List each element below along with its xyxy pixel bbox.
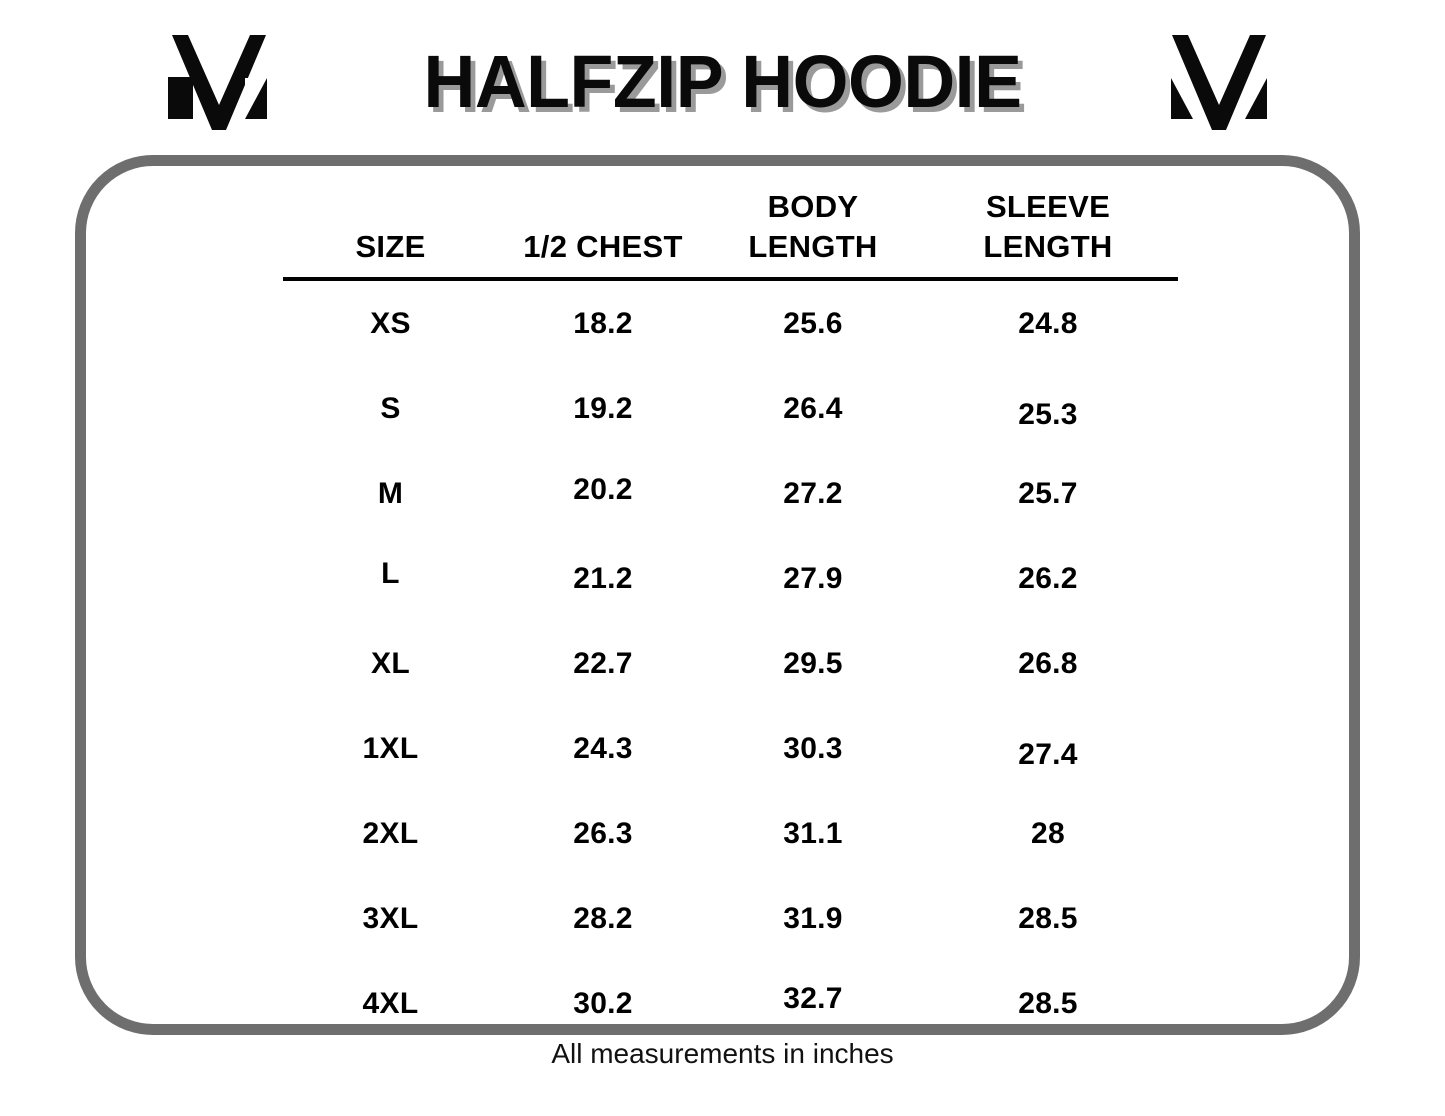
brand-m-logo-left xyxy=(166,33,272,133)
cell-size: 2XL xyxy=(362,816,419,850)
cell-size: 3XL xyxy=(362,901,419,935)
brand-m-logo-right xyxy=(1166,33,1272,133)
cell-size: M xyxy=(377,476,404,510)
size-chart-table: SIZE 1/2 CHEST BODY LENGTH SLEEVE LENGTH… xyxy=(283,185,1178,1046)
table-row: XL 22.7 29.5 26.8 xyxy=(283,621,1178,706)
cell-size: XS xyxy=(370,306,411,340)
table-row: 1XL 24.3 30.3 27.4 xyxy=(283,706,1178,791)
cell-chest: 21.2 xyxy=(573,561,633,595)
cell-chest: 22.7 xyxy=(573,646,633,680)
cell-chest: 20.2 xyxy=(573,472,633,506)
page-title: HALFZIP HOODIE xyxy=(423,40,1022,123)
cell-chest: 18.2 xyxy=(573,306,633,340)
cell-chest: 26.3 xyxy=(573,816,633,850)
cell-body-length: 27.2 xyxy=(783,476,843,510)
cell-sleeve-length: 26.8 xyxy=(1018,646,1078,680)
cell-body-length: 27.9 xyxy=(783,561,843,595)
cell-size: L xyxy=(381,556,400,590)
table-row: 3XL 28.2 31.9 28.5 xyxy=(283,876,1178,961)
cell-body-length: 29.5 xyxy=(783,646,843,680)
table-row: 2XL 26.3 31.1 28 xyxy=(283,791,1178,876)
size-chart-table-wrapper: SIZE 1/2 CHEST BODY LENGTH SLEEVE LENGTH… xyxy=(283,185,1178,1046)
cell-size: XL xyxy=(371,646,410,680)
column-header-chest: 1/2 CHEST xyxy=(498,185,708,281)
cell-sleeve-length: 28.5 xyxy=(1018,986,1078,1020)
cell-size: 4XL xyxy=(362,986,419,1020)
column-header-size: SIZE xyxy=(283,185,498,281)
table-row: S 19.2 26.4 25.3 xyxy=(283,366,1178,451)
cell-body-length: 26.4 xyxy=(783,391,843,425)
cell-chest: 30.2 xyxy=(573,986,633,1020)
cell-body-length: 32.7 xyxy=(783,981,843,1015)
cell-sleeve-length: 27.4 xyxy=(1018,737,1078,771)
chart-card-border xyxy=(75,155,1360,1035)
table-row: L 21.2 27.9 26.2 xyxy=(283,536,1178,621)
cell-size: S xyxy=(380,391,401,425)
cell-chest: 24.3 xyxy=(573,731,633,765)
table-row: M 20.2 27.2 25.7 xyxy=(283,451,1178,536)
page-header: HALFZIP HOODIE xyxy=(0,0,1445,150)
cell-body-length: 25.6 xyxy=(783,306,843,340)
cell-chest: 19.2 xyxy=(573,391,633,425)
cell-body-length: 30.3 xyxy=(783,731,843,765)
cell-chest: 28.2 xyxy=(573,901,633,935)
cell-sleeve-length: 28.5 xyxy=(1018,901,1078,935)
table-row: XS 18.2 25.6 24.8 xyxy=(283,279,1178,366)
cell-sleeve-length: 26.2 xyxy=(1018,561,1078,595)
cell-body-length: 31.1 xyxy=(783,816,843,850)
column-header-body-length: BODY LENGTH xyxy=(708,185,918,281)
column-header-sleeve-length: SLEEVE LENGTH xyxy=(918,185,1178,281)
cell-sleeve-length: 28 xyxy=(1031,816,1065,850)
table-header-row: SIZE 1/2 CHEST BODY LENGTH SLEEVE LENGTH xyxy=(283,185,1178,281)
measurement-units-note: All measurements in inches xyxy=(551,1038,894,1069)
cell-sleeve-length: 25.3 xyxy=(1018,397,1078,431)
cell-body-length: 31.9 xyxy=(783,901,843,935)
cell-sleeve-length: 25.7 xyxy=(1018,476,1078,510)
cell-sleeve-length: 24.8 xyxy=(1018,306,1078,340)
cell-size: 1XL xyxy=(362,731,419,765)
table-row: 4XL 30.2 32.7 28.5 xyxy=(283,961,1178,1046)
